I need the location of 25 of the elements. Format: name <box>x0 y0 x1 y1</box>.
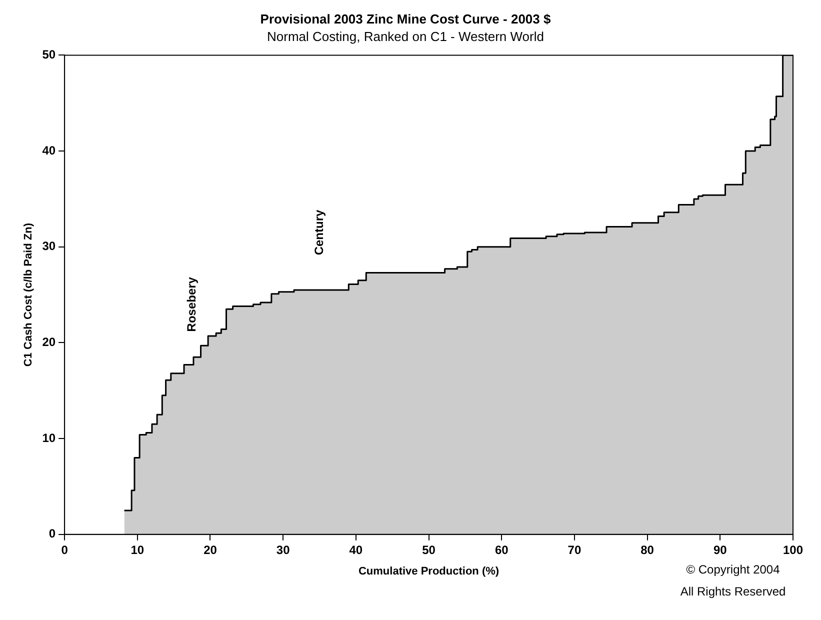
x-tick-label: 90 <box>713 542 728 557</box>
y-tick-label: 30 <box>42 239 56 254</box>
x-axis-title: Cumulative Production (%) <box>358 565 500 578</box>
x-tick-label: 40 <box>349 542 363 557</box>
y-tick-label: 50 <box>42 48 56 62</box>
text: © Copyright 2004 <box>686 562 780 577</box>
x-tick-label: 100 <box>782 542 804 557</box>
y-tick-label: 10 <box>42 430 56 445</box>
y-tick-label: 40 <box>42 143 56 158</box>
x-tick-label: 70 <box>568 542 582 557</box>
text: All Rights Reserved <box>680 584 786 599</box>
y-tick-label: 20 <box>42 335 56 350</box>
y-axis-title: C1 Cash Cost (c/lb Paid Zn) <box>22 222 35 367</box>
x-tick-label: 30 <box>276 542 290 557</box>
x-tick-label: 20 <box>204 542 218 557</box>
annotation: Century <box>312 210 326 256</box>
chart-title: Provisional 2003 Zinc Mine Cost Curve - 2003 $ <box>260 11 552 26</box>
x-tick-label: 10 <box>130 542 144 557</box>
annotation: Rosebery <box>184 276 198 332</box>
x-tick-label: 0 <box>61 542 68 557</box>
y-tick-label: 0 <box>48 526 56 541</box>
x-tick-label: 50 <box>422 542 436 557</box>
x-tick-label: 60 <box>494 542 509 557</box>
x-tick-label: 80 <box>640 542 654 557</box>
chart-subtitle: Normal Costing, Ranked on C1 - Western World <box>267 28 544 44</box>
